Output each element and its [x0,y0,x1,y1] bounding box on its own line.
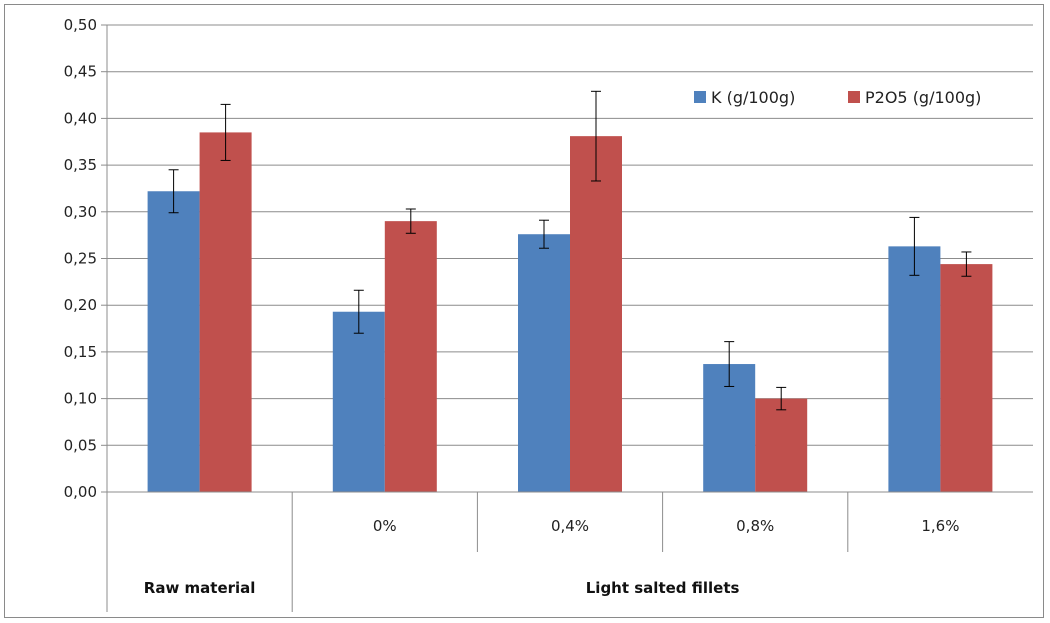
y-tick-label: 0,10 [64,390,97,408]
bar [199,132,252,492]
axis-layer: 0,00 0,05 0,10 0,15 0,20 0,25 0,30 0,35 0,40 0,45… [64,16,1033,612]
legend-swatch [848,91,860,103]
x-group-label: Light salted fillets [586,579,740,597]
bar [384,221,437,492]
x-category-label: 0% [373,517,397,535]
y-tick-label: 0,45 [64,63,97,81]
legend-label: P2O5 (g/100g) [865,88,981,107]
x-category-label: 1,6% [921,517,959,535]
bars-layer [147,132,993,492]
error-bars-layer [168,90,972,411]
y-tick-label: 0,50 [64,16,97,34]
y-tick-label: 0,35 [64,156,97,174]
bar [570,136,622,492]
bar [888,246,941,492]
bar [332,311,385,492]
x-category-label: 0,4% [551,517,589,535]
y-tick-label: 0,20 [64,296,97,314]
bar [755,398,808,492]
bar [940,264,993,492]
x-group-label: Raw material [144,579,256,597]
bar [518,234,570,492]
legend: K (g/100g) P2O5 (g/100g) [694,88,981,107]
y-tick-label: 0,40 [64,109,97,127]
x-category-label: 0,8% [736,517,774,535]
y-tick-label: 0,30 [64,203,97,221]
bar [147,191,200,492]
legend-label: K (g/100g) [711,88,795,107]
y-tick-label: 0,25 [64,250,97,268]
legend-swatch [694,91,706,103]
y-tick-label: 0,00 [64,483,97,501]
y-tick-label: 0,05 [64,436,97,454]
grid-layer [107,24,1033,446]
y-tick-label: 0,15 [64,343,97,361]
